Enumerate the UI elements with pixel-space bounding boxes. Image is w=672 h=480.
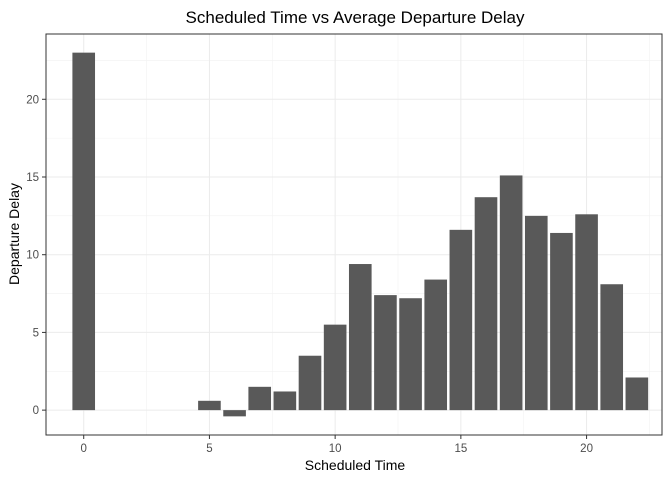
y-tick-label: 15 [26, 172, 39, 184]
bar [474, 197, 498, 411]
y-tick-label: 20 [26, 94, 39, 106]
y-axis: 0 5 10 15 20 [26, 94, 46, 417]
bar [550, 232, 573, 411]
bar [449, 229, 473, 411]
y-tick-label: 0 [33, 405, 39, 417]
bar [374, 295, 397, 411]
plot-panel [45, 33, 663, 436]
chart-title: Scheduled Time vs Average Departure Dela… [186, 8, 525, 27]
x-tick-label: 10 [329, 443, 342, 455]
bar [524, 215, 548, 411]
y-tick-label: 5 [33, 327, 39, 339]
bar [298, 355, 322, 411]
bar [600, 284, 624, 411]
bar [348, 264, 372, 411]
bars [72, 52, 649, 417]
y-tick-label: 10 [26, 250, 39, 262]
bar [248, 386, 272, 411]
bar [499, 175, 523, 411]
x-axis-title: Scheduled Time [305, 457, 406, 473]
bar [575, 214, 598, 411]
x-tick-label: 0 [81, 443, 87, 455]
x-tick-label: 20 [580, 443, 593, 455]
bar [399, 298, 422, 411]
bar [424, 279, 448, 411]
bar [72, 52, 96, 411]
x-tick-label: 15 [454, 443, 467, 455]
x-tick-label: 5 [206, 443, 212, 455]
y-axis-title: Departure Delay [6, 183, 22, 285]
bar [273, 391, 297, 411]
x-axis: 0 5 10 15 20 [81, 435, 593, 455]
bar [198, 400, 221, 411]
bar [223, 410, 246, 417]
bar [625, 377, 649, 411]
bar [323, 324, 347, 411]
